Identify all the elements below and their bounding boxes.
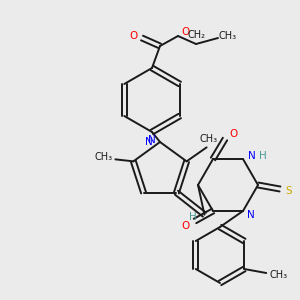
- Text: CH₃: CH₃: [269, 270, 287, 280]
- Text: O: O: [182, 27, 190, 37]
- Text: N: N: [148, 135, 156, 145]
- Text: O: O: [129, 31, 137, 41]
- Text: H: H: [189, 212, 196, 222]
- Text: CH₂: CH₂: [187, 30, 205, 40]
- Text: CH₃: CH₃: [219, 31, 237, 41]
- Text: H: H: [259, 151, 267, 161]
- Text: N: N: [248, 151, 256, 161]
- Text: O: O: [182, 221, 190, 231]
- Text: N: N: [247, 210, 255, 220]
- Text: CH₃: CH₃: [200, 134, 218, 144]
- Text: N: N: [145, 137, 153, 147]
- Text: CH₃: CH₃: [94, 152, 112, 162]
- Text: O: O: [230, 129, 238, 139]
- Text: S: S: [286, 186, 292, 196]
